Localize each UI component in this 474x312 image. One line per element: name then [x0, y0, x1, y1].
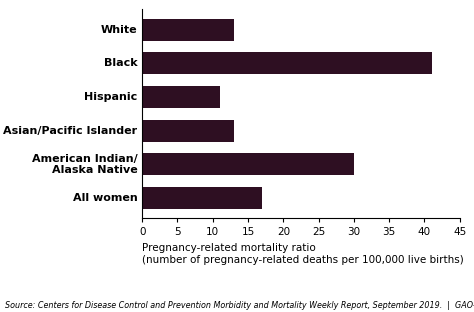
Bar — [142, 187, 262, 209]
Bar — [142, 19, 234, 41]
Bar — [142, 154, 354, 175]
X-axis label: Pregnancy-related mortality ratio
(number of pregnancy-related deaths per 100,00: Pregnancy-related mortality ratio (numbe… — [142, 243, 464, 265]
Text: Source: Centers for Disease Control and Prevention Morbidity and Mortality Weekl: Source: Centers for Disease Control and … — [5, 301, 474, 310]
Bar — [142, 52, 431, 74]
Bar — [142, 86, 220, 108]
Bar — [142, 120, 234, 142]
